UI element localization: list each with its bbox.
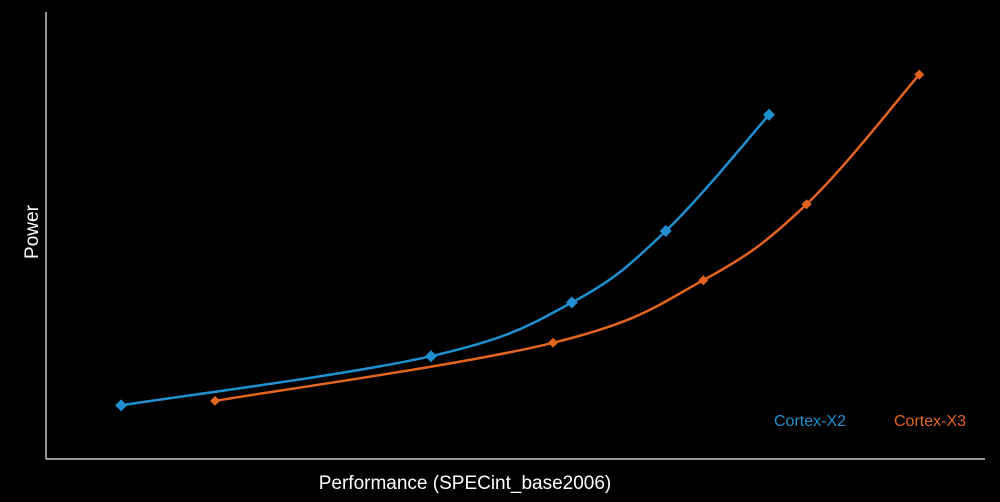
data-point-cortex-x2-1 (115, 399, 128, 412)
legend-label-cortex-x3: Cortex-X3 (894, 413, 966, 430)
data-point-cortex-x2-2 (424, 350, 437, 363)
data-point-cortex-x3-3 (698, 275, 709, 286)
series-layer (115, 69, 925, 412)
series-line-cortex-x2 (120, 113, 770, 407)
y-axis-label: Power (22, 204, 43, 259)
data-point-cortex-x3-5 (914, 69, 925, 80)
data-point-cortex-x2-4 (659, 225, 672, 238)
series-line-cortex-x3 (214, 73, 921, 403)
legend-box (752, 393, 986, 447)
legend-label-cortex-x2: Cortex-X2 (774, 413, 846, 430)
data-point-cortex-x2-3 (565, 296, 578, 309)
x-axis-label: Performance (SPECint_base2006) (319, 473, 612, 494)
data-point-cortex-x2-5 (763, 108, 776, 121)
legend: Cortex-X2 Cortex-X3 (752, 393, 986, 447)
data-point-cortex-x3-2 (548, 337, 559, 348)
data-point-cortex-x3-4 (801, 199, 812, 210)
data-point-cortex-x3-1 (210, 395, 221, 406)
